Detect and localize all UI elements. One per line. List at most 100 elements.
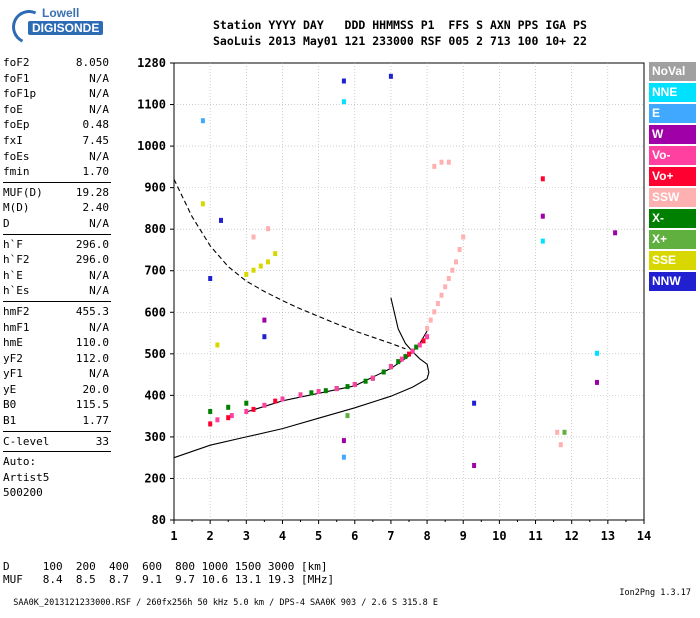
echo-point-ssw bbox=[446, 159, 451, 165]
direction-legend: NoVal NNE E W Vo- Vo+ SSW X- X+ SSE NNW bbox=[649, 62, 696, 293]
echo-point-vominus bbox=[244, 409, 249, 414]
distance-row: D 100 200 400 600 800 1000 1500 3000 [km… bbox=[3, 560, 328, 573]
echo-point-w bbox=[472, 463, 477, 468]
param-row-b0: B0 115.5 bbox=[3, 397, 111, 413]
echo-point-sse bbox=[251, 267, 256, 273]
header-values: SaoLuis 2013 May01 121 233000 RSF 005 2 … bbox=[213, 34, 587, 48]
echo-point-vominus bbox=[410, 348, 415, 354]
echo-point-vominus bbox=[388, 364, 393, 370]
y-tick-label: 400 bbox=[144, 388, 166, 402]
legend-item-noval: NoVal bbox=[649, 62, 696, 81]
param-value: 296.0 bbox=[75, 253, 109, 267]
param-row-hf: h`F 296.0 bbox=[3, 237, 111, 253]
echo-point-voplus bbox=[407, 351, 411, 357]
echo-point-voplus bbox=[540, 176, 545, 182]
param-value: 1.77 bbox=[82, 414, 110, 428]
legend-item-ssw: SSW bbox=[649, 188, 696, 207]
legend-item-e: E bbox=[649, 104, 696, 123]
param-row-he: h`E N/A bbox=[3, 268, 111, 284]
echo-point-sse bbox=[273, 251, 278, 257]
param-value: N/A bbox=[89, 284, 109, 298]
param-label: yF2 bbox=[3, 351, 23, 365]
legend-item-sse: SSE bbox=[649, 251, 696, 270]
echo-point-voplus bbox=[421, 338, 426, 344]
echo-point-ssw bbox=[558, 442, 563, 448]
profile-curve-solid bbox=[173, 297, 430, 459]
y-tick-label: 800 bbox=[144, 222, 166, 236]
echo-point-ssw bbox=[443, 284, 448, 290]
x-tick-label: 11 bbox=[528, 529, 542, 543]
param-label: D bbox=[3, 216, 10, 230]
echo-point-vominus bbox=[298, 392, 303, 398]
param-label: foF2 bbox=[3, 56, 30, 69]
x-tick-label: 3 bbox=[243, 529, 250, 543]
param-row-hme: hmE 110.0 bbox=[3, 335, 111, 351]
param-label: yF1 bbox=[3, 367, 23, 381]
param-value: N/A bbox=[89, 149, 109, 163]
param-value: 2.40 bbox=[82, 201, 110, 215]
param-label: foEp bbox=[3, 118, 30, 132]
echo-point-ssw bbox=[446, 276, 451, 281]
echo-point-e bbox=[341, 454, 346, 460]
param-label: fmin bbox=[3, 165, 30, 179]
echo-point-ssw bbox=[450, 267, 455, 273]
param-row-ye: yE 20.0 bbox=[3, 382, 111, 398]
echo-point-ssw bbox=[439, 159, 444, 165]
param-row-fmin: fmin 1.70 bbox=[3, 164, 111, 180]
param-label: MUF(D) bbox=[3, 185, 43, 199]
echo-point-voplus bbox=[251, 406, 256, 412]
param-value: 112.0 bbox=[75, 351, 109, 365]
echo-point-nne bbox=[341, 99, 346, 105]
param-value: N/A bbox=[89, 102, 109, 116]
param-row-b1: B1 1.77 bbox=[3, 413, 111, 429]
lowell-digisonde-logo: Lowell DIGISONDE bbox=[7, 5, 104, 49]
echo-point-w bbox=[540, 213, 545, 219]
param-label: yE bbox=[3, 382, 17, 396]
echo-point-vominus bbox=[399, 356, 404, 362]
echo-point-xminus bbox=[208, 409, 213, 414]
param-separator bbox=[3, 233, 111, 235]
echo-point-xminus bbox=[381, 369, 386, 375]
legend-item-nne: NNE bbox=[649, 83, 696, 102]
x-tick-label: 10 bbox=[492, 529, 506, 543]
param-row-yf1: yF1 N/A bbox=[3, 366, 111, 382]
param-value: N/A bbox=[89, 320, 109, 334]
echo-point-w bbox=[341, 438, 346, 444]
echo-point-vominus bbox=[425, 334, 430, 340]
param-row-hes: h`Es N/A bbox=[3, 283, 111, 299]
echo-point-xminus bbox=[309, 390, 314, 396]
param-value: 115.5 bbox=[75, 398, 109, 412]
param-row-md: M(D) 2.40 bbox=[3, 200, 111, 216]
echo-point-ssw bbox=[439, 292, 444, 298]
parameter-panel: foF2 8.050 foF1 N/A foF1p N/A foE N/A foEp 0.48 fx… bbox=[3, 55, 111, 501]
param-value: 19.28 bbox=[75, 185, 109, 199]
param-value: N/A bbox=[89, 216, 109, 230]
echo-point-vominus bbox=[417, 342, 422, 348]
param-row-foe: foE N/A bbox=[3, 102, 111, 118]
param-label: h`F2 bbox=[3, 253, 30, 267]
legend-item-vominus: Vo- bbox=[649, 146, 696, 165]
x-tick-label: 12 bbox=[564, 529, 578, 543]
echo-point-e bbox=[200, 118, 205, 124]
param-label: foF1p bbox=[3, 87, 37, 101]
param-value: 296.0 bbox=[75, 237, 109, 251]
echo-point-nnw bbox=[388, 73, 393, 79]
legend-item-xminus: X- bbox=[649, 209, 696, 228]
y-tick-label: 500 bbox=[144, 347, 166, 361]
param-label: fxI bbox=[3, 133, 23, 147]
param-label: B1 bbox=[3, 414, 17, 428]
param-separator bbox=[3, 181, 111, 183]
y-tick-label: 1280 bbox=[137, 56, 166, 70]
profile-curve-dashed bbox=[173, 179, 406, 350]
x-tick-label: 6 bbox=[351, 529, 358, 543]
echo-point-sse bbox=[200, 201, 205, 207]
muf-row: MUF 8.4 8.5 8.7 9.1 9.7 10.6 13.1 19.3 [… bbox=[3, 573, 335, 586]
legend-item-xplus: X+ bbox=[649, 230, 696, 249]
footer: SAA0K_2013121233000.RSF / 260fx256h 50 k… bbox=[3, 588, 697, 618]
param-label: foF1 bbox=[3, 71, 30, 85]
echo-point-sse bbox=[215, 342, 220, 348]
echo-point-nne bbox=[540, 238, 545, 244]
param-row-hf2: h`F2 296.0 bbox=[3, 252, 111, 268]
legend-item-nnw: NNW bbox=[649, 272, 696, 291]
x-tick-label: 1 bbox=[170, 529, 177, 543]
